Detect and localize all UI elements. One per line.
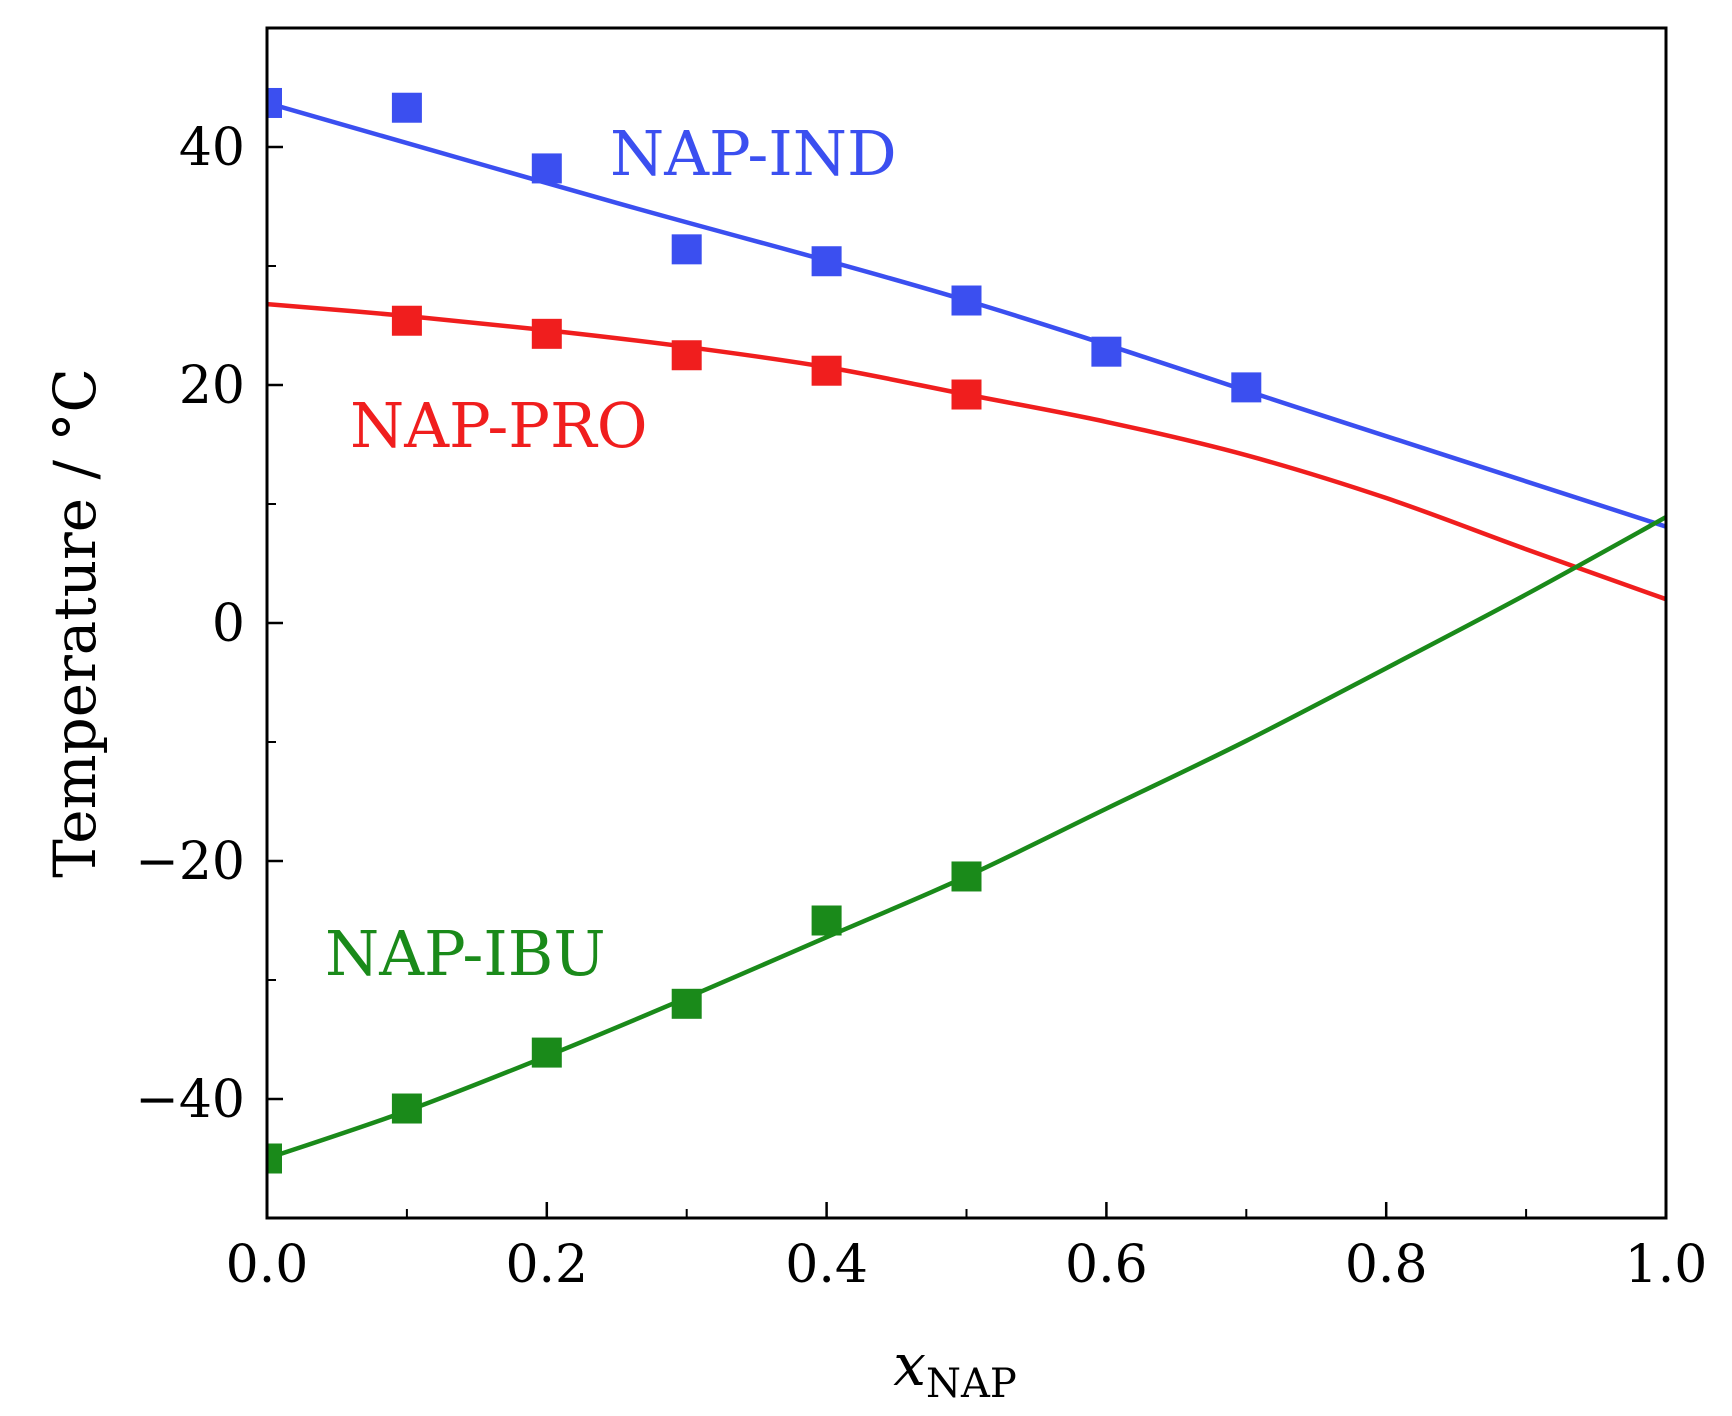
data-point-nap-ibu — [671, 988, 702, 1019]
data-point-nap-pro — [951, 379, 982, 410]
series-clip-group — [267, 87, 1666, 1174]
series-label-nap-pro: NAP-PRO — [350, 389, 648, 462]
x-tick-label: 0.0 — [226, 1235, 309, 1295]
data-point-nap-pro — [391, 305, 422, 336]
y-tick-label: 40 — [179, 118, 245, 178]
data-point-nap-ind — [1231, 372, 1262, 403]
data-point-nap-ibu — [531, 1037, 562, 1068]
data-point-nap-ibu — [951, 861, 982, 892]
y-tick-label: 20 — [179, 356, 245, 416]
series-label-nap-ind: NAP-IND — [610, 117, 897, 190]
data-point-nap-ind — [531, 153, 562, 184]
y-axis-label: Temperature / °C — [41, 368, 109, 878]
data-point-nap-ind — [391, 92, 422, 123]
data-point-nap-ibu — [811, 905, 842, 936]
data-point-nap-pro — [531, 318, 562, 349]
data-point-nap-ind — [951, 285, 982, 316]
x-tick-label: 0.8 — [1345, 1235, 1428, 1295]
x-tick-label: 1.0 — [1625, 1235, 1708, 1295]
x-tick-label: 0.6 — [1065, 1235, 1148, 1295]
x-tick-label: 0.2 — [505, 1235, 588, 1295]
data-point-nap-ind — [811, 246, 842, 277]
x-axis-label-subscript: NAP — [926, 1361, 1017, 1407]
x-axis-label: xNAP — [893, 1331, 1017, 1407]
ticks-layer: 0.0 0.2 0.4 0.6 0.8 1.0 40 20 0 −20 −40 — [135, 118, 1707, 1295]
plot-frame — [265, 26, 1668, 1220]
data-point-nap-ibu — [267, 1143, 282, 1174]
y-tick-label: 0 — [212, 594, 245, 654]
x-tick-label: 0.4 — [785, 1235, 868, 1295]
y-tick-label: −40 — [135, 1070, 245, 1130]
data-point-nap-pro — [811, 355, 842, 386]
data-point-nap-ind — [267, 87, 282, 118]
fit-line-nap-ibu — [267, 515, 1666, 1161]
x-axis-label-main: x — [893, 1331, 926, 1399]
series-label-nap-ibu: NAP-IBU — [325, 917, 606, 990]
data-point-nap-ind — [1091, 336, 1122, 367]
data-point-nap-ind — [671, 234, 702, 265]
data-point-nap-ibu — [391, 1093, 422, 1124]
series-layer — [267, 87, 1666, 1174]
y-tick-label: −20 — [135, 832, 245, 892]
data-point-nap-pro — [671, 340, 702, 371]
